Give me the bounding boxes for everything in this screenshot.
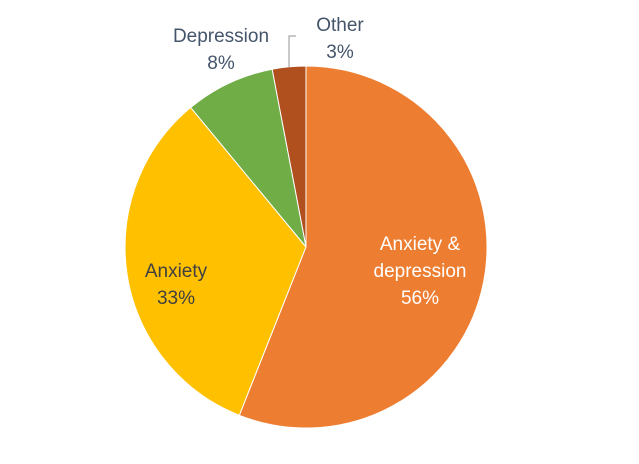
- value-label: 33%: [156, 288, 196, 309]
- category-label: Anxiety & depression: [373, 234, 467, 282]
- category-label: Anxiety: [144, 261, 208, 282]
- data-label: Depression 8%: [161, 23, 281, 77]
- value-label: 3%: [326, 42, 354, 63]
- pie-slice: [124, 106, 307, 416]
- pie-slice: [189, 68, 307, 248]
- data-label: Other 3%: [300, 12, 380, 66]
- leader-line: [288, 35, 296, 67]
- value-label: 8%: [207, 53, 235, 74]
- category-label: Other: [316, 15, 364, 36]
- data-label: Anxiety & depression 56%: [355, 231, 485, 312]
- value-label: 56%: [400, 288, 440, 309]
- category-label: Depression: [172, 26, 270, 47]
- data-label: Anxiety 33%: [121, 258, 231, 312]
- pie-slice: [238, 65, 488, 429]
